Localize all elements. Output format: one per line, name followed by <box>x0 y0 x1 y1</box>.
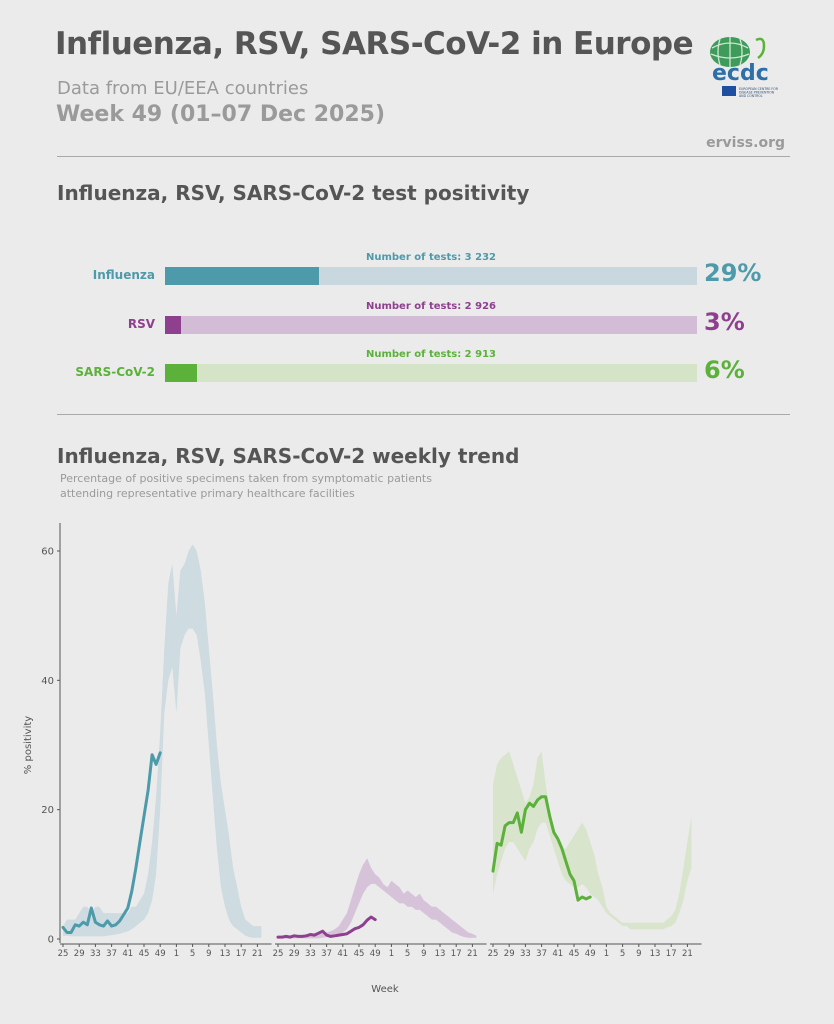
y-tick-label: 60 <box>41 547 54 558</box>
bar-label-0: Influenza <box>92 268 155 282</box>
line-sars-cov-2 <box>491 795 592 902</box>
x-tick-label: 41 <box>552 949 563 959</box>
bar-percent-1: 3% <box>704 308 745 336</box>
x-tick-label: 13 <box>220 949 231 959</box>
svg-text:EUROPEAN CENTRE FOR: EUROPEAN CENTRE FOR <box>739 87 779 91</box>
x-tick-label: 37 <box>536 949 547 959</box>
x-tick-label: 13 <box>650 949 661 959</box>
positivity-heading: Influenza, RSV, SARS-CoV-2 test positivi… <box>57 181 530 205</box>
ecdc-logo: ecdc EUROPEAN CENTRE FOR DISEASE PREVENT… <box>710 37 779 98</box>
x-tick-label: 29 <box>504 949 515 959</box>
x-tick-label: 29 <box>289 949 300 959</box>
bar-track-2 <box>165 364 697 382</box>
page-title: Influenza, RSV, SARS-CoV-2 in Europe <box>55 26 694 62</box>
x-tick-label: 5 <box>405 949 410 959</box>
y-tick-label: 40 <box>41 676 54 687</box>
bar-label-1: RSV <box>127 317 155 331</box>
x-tick-label: 21 <box>467 949 478 959</box>
x-tick-label: 41 <box>337 949 348 959</box>
bar-fill-0 <box>165 267 320 285</box>
section-divider <box>57 414 790 415</box>
bar-percent-0: 29% <box>704 259 762 287</box>
x-tick-label: 21 <box>682 949 693 959</box>
y-tick-label: 20 <box>41 805 54 816</box>
x-tick-label: 13 <box>435 949 446 959</box>
x-axis-label: Week <box>371 984 399 995</box>
x-tick-label: 49 <box>585 949 596 959</box>
trend-note: Percentage of positive specimens taken f… <box>60 472 432 500</box>
x-tick-label: 33 <box>305 949 316 959</box>
x-tick-label: 21 <box>252 949 263 959</box>
band-influenza <box>63 544 262 938</box>
band-rsv <box>278 858 477 939</box>
trend-heading: Influenza, RSV, SARS-CoV-2 weekly trend <box>57 444 520 468</box>
x-tick-label: 25 <box>273 949 284 959</box>
line-rsv <box>276 915 377 939</box>
x-tick-label: 29 <box>74 949 85 959</box>
tests-count-0: Number of tests: 3 232 <box>365 252 496 263</box>
y-axis-label: % positivity <box>23 716 34 774</box>
line-influenza <box>61 751 162 934</box>
eu-flag-icon <box>722 86 736 96</box>
x-tick-label: 5 <box>190 949 195 959</box>
x-tick-label: 17 <box>451 949 462 959</box>
bar-track-1 <box>165 316 697 334</box>
x-tick-label: 45 <box>139 949 150 959</box>
bar-fill-1 <box>165 316 181 334</box>
x-tick-label: 1 <box>174 949 179 959</box>
bar-fill-2 <box>165 364 197 382</box>
x-tick-label: 33 <box>90 949 101 959</box>
x-tick-label: 33 <box>520 949 531 959</box>
x-tick-label: 9 <box>421 949 426 959</box>
x-tick-label: 25 <box>58 949 69 959</box>
header-divider <box>57 156 790 157</box>
bar-track-0 <box>165 267 697 285</box>
logo-text: ecdc <box>712 61 769 86</box>
x-tick-label: 17 <box>666 949 677 959</box>
y-tick-label: 0 <box>48 935 54 946</box>
page-subtitle: Data from EU/EEA countries <box>57 78 309 99</box>
x-tick-label: 41 <box>122 949 133 959</box>
x-tick-label: 49 <box>155 949 166 959</box>
x-tick-label: 1 <box>389 949 394 959</box>
x-tick-label: 1 <box>604 949 609 959</box>
tests-count-1: Number of tests: 2 926 <box>365 301 496 312</box>
x-tick-label: 25 <box>488 949 499 959</box>
x-tick-label: 37 <box>106 949 117 959</box>
svg-text:AND CONTROL: AND CONTROL <box>739 94 763 98</box>
week-label: Week 49 (01–07 Dec 2025) <box>56 102 386 127</box>
weekly-trend-chart: 0 20 40 60 % positivity 25 29 33 37 41 45 49 1 5 9 13 17… <box>23 523 702 995</box>
bar-percent-2: 6% <box>704 356 745 384</box>
source-link[interactable]: erviss.org <box>706 135 785 151</box>
x-tick-label: 9 <box>636 949 641 959</box>
x-tick-label: 45 <box>354 949 365 959</box>
band-sars-cov-2 <box>493 751 692 930</box>
x-tick-label: 5 <box>620 949 625 959</box>
tests-count-2: Number of tests: 2 913 <box>365 349 496 360</box>
bar-label-2: SARS-CoV-2 <box>75 365 155 379</box>
x-tick-label: 17 <box>236 949 247 959</box>
x-tick-label: 49 <box>370 949 381 959</box>
x-tick-label: 45 <box>569 949 580 959</box>
x-tick-label: 37 <box>321 949 332 959</box>
x-tick-label: 9 <box>206 949 211 959</box>
svg-text:DISEASE PREVENTION: DISEASE PREVENTION <box>739 91 775 95</box>
